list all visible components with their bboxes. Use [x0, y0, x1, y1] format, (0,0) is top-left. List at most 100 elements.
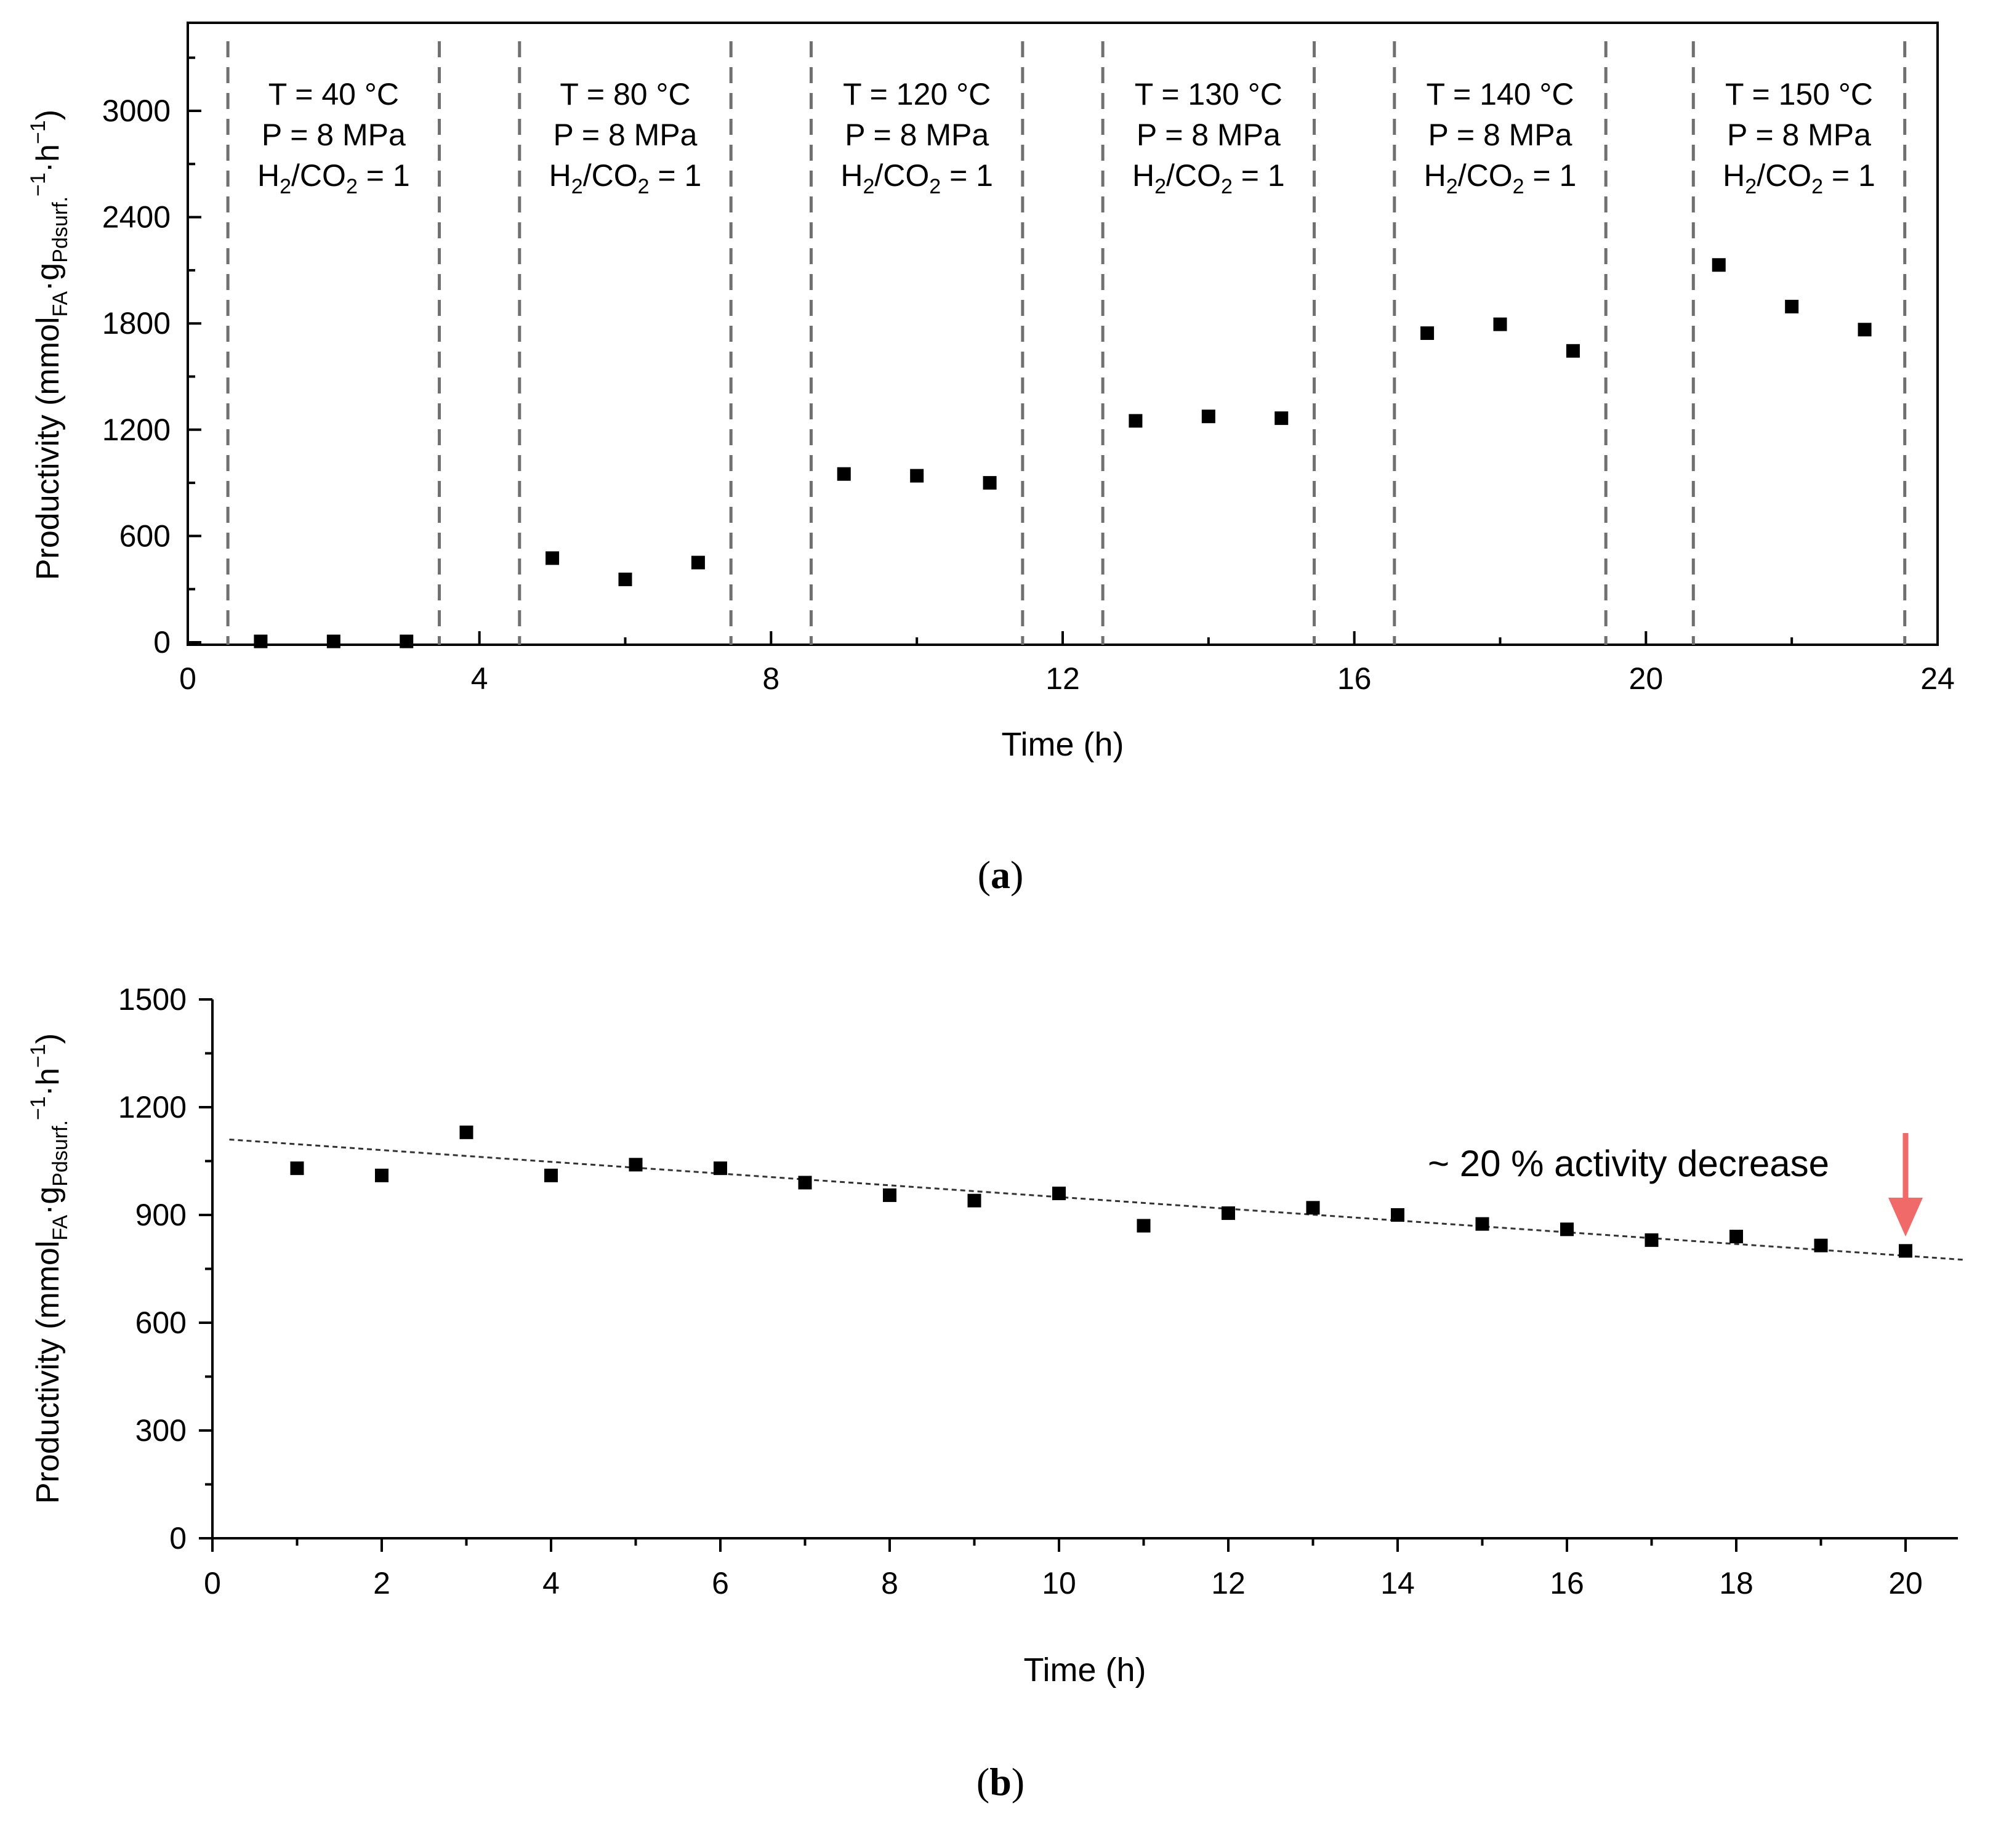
- panel-a-data-point: [326, 634, 340, 648]
- panel-b-data-point: [1645, 1233, 1659, 1247]
- panel-b-data-point: [798, 1176, 812, 1190]
- panel-a-data-point: [1566, 344, 1580, 358]
- panel-b-data-point: [1306, 1201, 1320, 1215]
- panel-b-data-point: [1391, 1208, 1404, 1222]
- panel-b-annotation: ~ 20 % activity decrease: [1428, 1143, 1829, 1184]
- panel-a-condition-1: T = 80 °C P = 8 MPa H2/CO2 = 1: [549, 77, 702, 198]
- panel-b-x-tick-label: 4: [542, 1566, 560, 1600]
- panel-a-y-tick-label: 2400: [102, 200, 171, 235]
- panel-b-x-axis-label: Time (h): [1024, 1652, 1146, 1689]
- panel-b-data-point: [544, 1168, 558, 1182]
- panel-a-condition-3: T = 130 °C P = 8 MPa H2/CO2 = 1: [1132, 77, 1285, 198]
- condition-pressure: P = 8 MPa: [845, 118, 989, 152]
- panel-b-x-tick-label: 12: [1211, 1566, 1246, 1600]
- condition-pressure: P = 8 MPa: [554, 118, 698, 152]
- panel-a-y-tick-label: 0: [153, 625, 171, 660]
- panel-b-y-tick-label: 600: [135, 1305, 187, 1340]
- condition-pressure: P = 8 MPa: [1727, 118, 1871, 152]
- panel-a-condition-5: T = 150 °C P = 8 MPa H2/CO2 = 1: [1723, 77, 1875, 198]
- panel-b-x-tick-label: 20: [1888, 1566, 1923, 1600]
- panel-b-caption: (b): [976, 1760, 1025, 1804]
- condition-ratio: H2/CO2 = 1: [549, 158, 702, 198]
- panel-a-data-point: [1785, 299, 1799, 313]
- panel-a-x-tick-label: 12: [1045, 661, 1080, 696]
- panel-a-condition-2: T = 120 °C P = 8 MPa H2/CO2 = 1: [840, 77, 993, 198]
- condition-ratio: H2/CO2 = 1: [1723, 158, 1875, 198]
- panel-a-x-axis-label: Time (h): [1002, 726, 1124, 763]
- panel-b-trend-line: [229, 1139, 1965, 1261]
- panel-a-data-point: [837, 467, 851, 481]
- panel-a-chart: T = 40 °C P = 8 MPa H2/CO2 = 1 T = 80 °C P =…: [26, 22, 1955, 897]
- panel-b-y-tick-label: 300: [135, 1413, 187, 1448]
- condition-temperature: T = 140 °C: [1426, 77, 1574, 111]
- panel-a-data-point: [1274, 411, 1289, 426]
- panel-b-x-tick-label: 10: [1042, 1566, 1076, 1600]
- condition-ratio: H2/CO2 = 1: [1424, 158, 1577, 198]
- panel-a-data-point: [1712, 258, 1726, 272]
- panel-b-data-point: [1475, 1217, 1489, 1231]
- panel-a-x-tick-label: 0: [179, 661, 196, 696]
- panel-a-condition-0: T = 40 °C P = 8 MPa H2/CO2 = 1: [257, 77, 410, 198]
- panel-a-x-tick-label: 16: [1337, 661, 1372, 696]
- panel-a-data-point: [254, 634, 268, 648]
- panel-a-y-tick-label: 3000: [102, 94, 171, 128]
- panel-a-data-point: [1493, 317, 1507, 331]
- condition-temperature: T = 80 °C: [560, 77, 690, 111]
- panel-a-data-point: [983, 476, 997, 490]
- panel-b-data-point: [290, 1161, 304, 1176]
- condition-pressure: P = 8 MPa: [1137, 118, 1281, 152]
- panel-b-data-point: [629, 1158, 643, 1172]
- panel-a-data-point: [1201, 410, 1215, 424]
- condition-ratio: H2/CO2 = 1: [257, 158, 410, 198]
- panel-a-data-point: [1858, 323, 1872, 337]
- panel-b-x-tick-label: 6: [712, 1566, 729, 1600]
- panel-a-caption: (a): [978, 853, 1024, 897]
- panel-a-y-tick-label: 1200: [102, 413, 171, 447]
- panel-b-data-point: [967, 1193, 981, 1208]
- panel-b-data-point: [1814, 1238, 1828, 1253]
- panel-b-data-point: [375, 1168, 389, 1182]
- panel-b-x-tick-label: 18: [1719, 1566, 1753, 1600]
- panel-a-plot-frame: [187, 22, 1939, 646]
- condition-temperature: T = 120 °C: [843, 77, 991, 111]
- panel-b-x-tick-label: 2: [373, 1566, 390, 1600]
- panel-a-x-tick-label: 4: [471, 661, 488, 696]
- panel-b-x-tick-label: 14: [1380, 1566, 1415, 1600]
- panel-a-data-point: [400, 634, 414, 648]
- panel-a-y-axis-label: Productivity (mmolFA·gPdsurf.−1·h−1): [26, 110, 72, 580]
- panel-b-arrow-head: [1888, 1198, 1923, 1237]
- panel-b-data-point: [1899, 1244, 1912, 1258]
- condition-temperature: T = 40 °C: [268, 77, 399, 111]
- panel-b-data-point: [883, 1188, 896, 1202]
- condition-temperature: T = 130 °C: [1135, 77, 1282, 111]
- panel-a-data-point: [910, 469, 924, 483]
- panel-b-y-axis-label: Productivity (mmolFA·gPdsurf.−1·h−1): [26, 1033, 72, 1504]
- panel-b-data-point: [1729, 1230, 1743, 1243]
- condition-pressure: P = 8 MPa: [262, 118, 406, 152]
- panel-b-y-tick-label: 1500: [118, 982, 187, 1017]
- panel-a-data-point: [1129, 414, 1143, 428]
- panel-a-data-point: [691, 555, 705, 570]
- panel-b-data-point: [459, 1125, 473, 1139]
- panel-a-y-tick-label: 600: [119, 518, 171, 553]
- panel-b-chart: 0 2 4 6 8 10 12 14 16 18 20 0 300 600 900 1200 1500 ~ 20…: [26, 982, 1965, 1804]
- condition-pressure: P = 8 MPa: [1428, 118, 1572, 152]
- panel-a-data-point: [1420, 326, 1435, 341]
- panel-a-x-tick-label: 20: [1629, 661, 1664, 696]
- panel-a-data-point: [618, 572, 632, 586]
- panel-b-x-tick-label: 0: [204, 1566, 221, 1600]
- panel-a-data-point: [546, 551, 560, 565]
- panel-b-y-tick-label: 0: [169, 1521, 187, 1555]
- panel-b-arrow: [1888, 1133, 1923, 1237]
- panel-b-x-tick-label: 16: [1550, 1566, 1584, 1600]
- panel-a-x-tick-label: 24: [1920, 661, 1955, 696]
- panel-b-x-tick-label: 8: [881, 1566, 898, 1600]
- panel-b-data-point: [714, 1161, 727, 1176]
- panel-b-data-point: [1560, 1222, 1574, 1237]
- panel-a-x-tick-label: 8: [762, 661, 779, 696]
- panel-b-data-point: [1137, 1219, 1151, 1233]
- condition-ratio: H2/CO2 = 1: [840, 158, 993, 198]
- panel-b-data-point: [1222, 1206, 1235, 1221]
- panel-a-condition-4: T = 140 °C P = 8 MPa H2/CO2 = 1: [1424, 77, 1577, 198]
